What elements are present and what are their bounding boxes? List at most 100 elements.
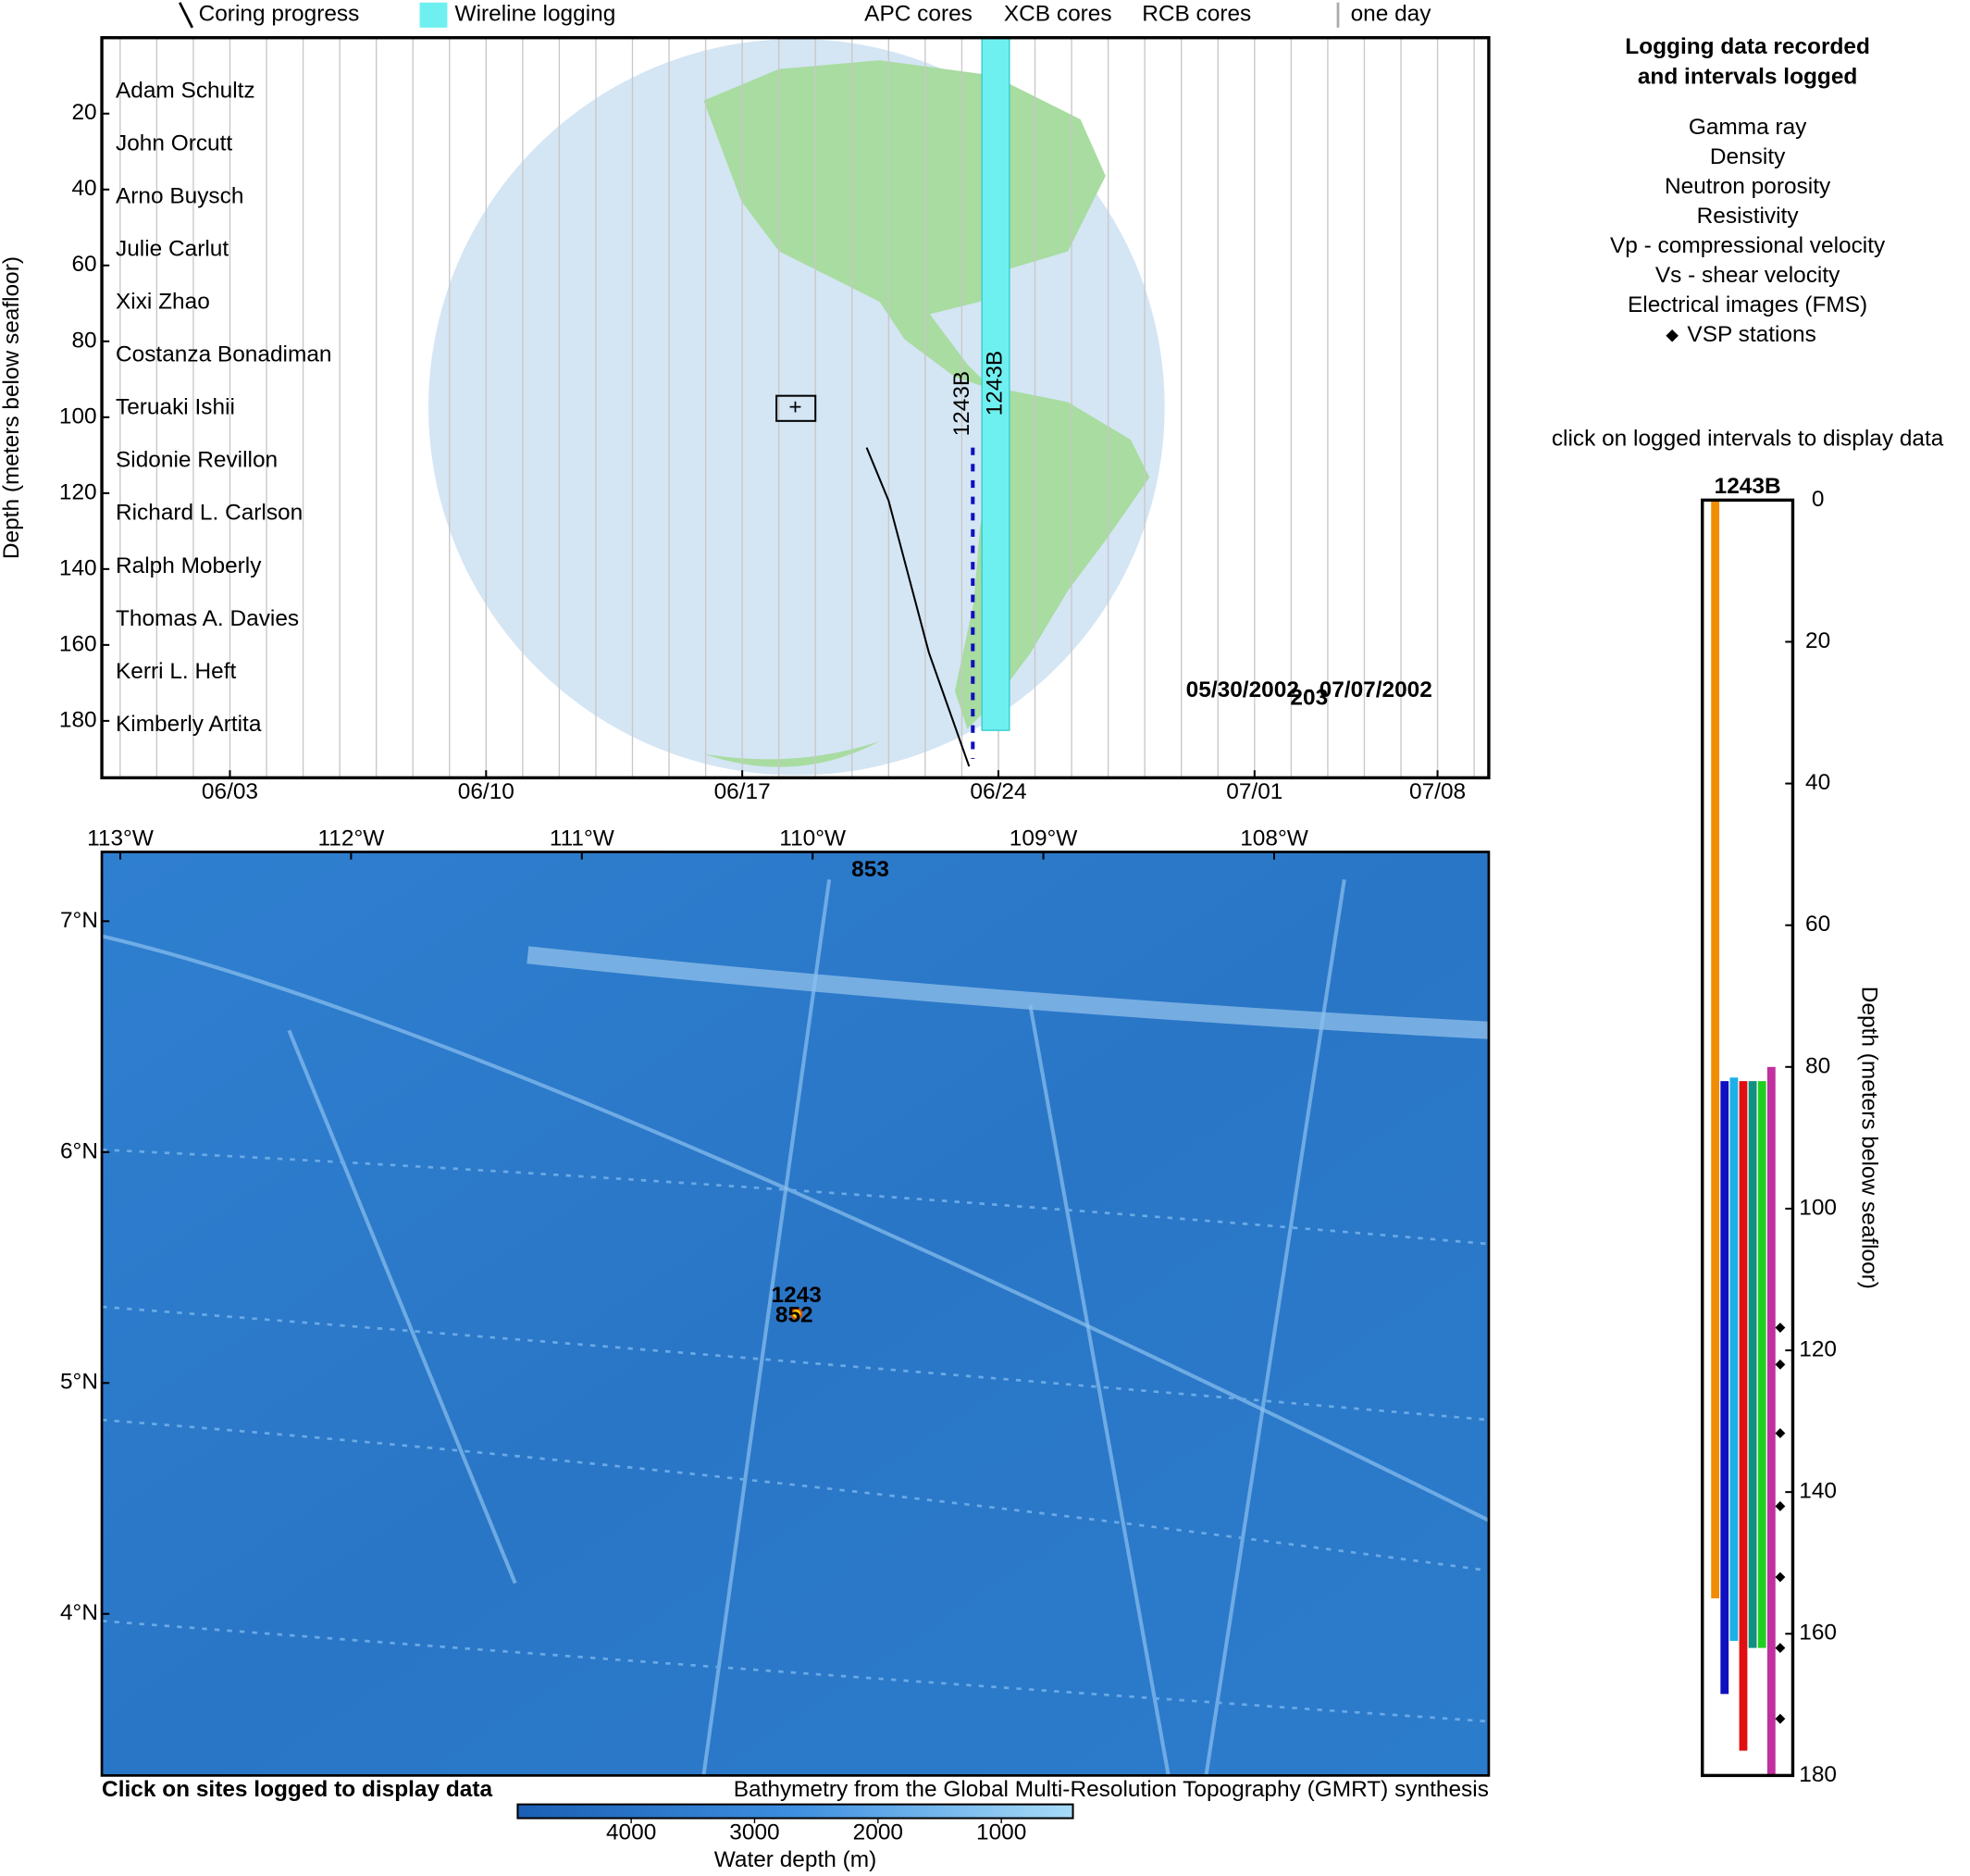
- lat-tick-label: 5°N: [60, 1370, 98, 1395]
- y-tick-label: 100: [59, 404, 97, 429]
- colorbar-tick-label: 2000: [853, 1820, 903, 1845]
- log-y-tick-label: 0: [1812, 487, 1825, 512]
- vsp-station: [1775, 1359, 1786, 1370]
- log-y-tick-label: 60: [1805, 912, 1830, 937]
- log-title: and intervals logged: [1638, 65, 1857, 90]
- colorbar: [516, 1803, 1074, 1820]
- globe-locator-cross: +: [788, 395, 801, 420]
- hole-label: 1243B: [982, 351, 1007, 416]
- log-panel: Logging data recorded and intervals logge…: [1552, 34, 1944, 1787]
- colorbar-tick-label: 3000: [729, 1820, 779, 1845]
- log-y-tick-label: 40: [1805, 770, 1830, 795]
- map-caption-right: Bathymetry from the Global Multi-Resolut…: [734, 1777, 1489, 1802]
- site-label: 852: [775, 1303, 813, 1328]
- log-title: Logging data recorded: [1625, 34, 1870, 59]
- expedition-number: 203: [1290, 685, 1328, 710]
- scientist-name: Kimberly Artita: [116, 712, 262, 737]
- x-tick-label: 06/24: [970, 779, 1026, 804]
- timeline-frame: [100, 36, 1491, 780]
- lon-tick-label: 109°W: [1010, 826, 1078, 851]
- vsp-legend-icon: [1666, 329, 1679, 342]
- log-legend-entry: Density: [1710, 144, 1786, 169]
- legend-coring-icon: [179, 2, 194, 29]
- y-tick-label: 20: [71, 100, 96, 125]
- y-axis-label: Depth (meters below seafloor): [0, 256, 24, 559]
- x-tick-label: 07/01: [1226, 779, 1282, 804]
- y-tick-label: 40: [71, 176, 96, 201]
- scientist-name: Richard L. Carlson: [116, 501, 303, 526]
- log-instruction: click on logged intervals to display dat…: [1552, 427, 1944, 452]
- lon-tick-label: 113°W: [87, 826, 154, 851]
- log-legend-entry: Vs - shear velocity: [1655, 263, 1840, 288]
- site-label: 853: [851, 857, 889, 882]
- x-tick-label: 06/17: [714, 779, 771, 804]
- wireline-interval: [981, 37, 1010, 731]
- legend-coring: Coring progress: [199, 2, 360, 27]
- log-y-tick-label: 160: [1799, 1621, 1837, 1646]
- legend-xcb: XCB cores: [1004, 2, 1112, 27]
- lon-tick-label: 111°W: [550, 826, 614, 851]
- x-tick-label: 06/10: [458, 779, 514, 804]
- scientist-name: John Orcutt: [116, 131, 232, 156]
- coring-progress: [865, 447, 971, 767]
- scientist-name: Costanza Bonadiman: [116, 342, 332, 367]
- log-y-tick-label: 180: [1799, 1762, 1837, 1787]
- x-tick-label: 07/08: [1409, 779, 1466, 804]
- vsp-station: [1775, 1501, 1786, 1511]
- legend-one-day: one day: [1351, 2, 1432, 27]
- logged-interval[interactable]: [1720, 1081, 1729, 1695]
- logged-interval[interactable]: [1766, 1066, 1776, 1776]
- lat-tick-label: 7°N: [60, 908, 98, 933]
- legend-apc: APC cores: [864, 2, 973, 27]
- scientist-name: Adam Schultz: [116, 79, 255, 104]
- log-legend-entry: Gamma ray: [1689, 115, 1807, 140]
- logged-interval[interactable]: [1757, 1081, 1766, 1648]
- legend-wireline: Wireline logging: [455, 2, 616, 27]
- lat-tick-label: 4°N: [60, 1600, 98, 1625]
- legend-rcb: RCB cores: [1142, 2, 1251, 27]
- site-marker[interactable]: [790, 1307, 803, 1320]
- site-label[interactable]: 1243: [772, 1283, 822, 1308]
- scientist-name: Kerri L. Heft: [116, 659, 237, 684]
- log-y-tick-label: 140: [1799, 1479, 1837, 1504]
- scientist-name: Arno Buysch: [116, 184, 243, 209]
- colorbar-label: Water depth (m): [714, 1847, 877, 1872]
- vsp-legend: VSP stations: [1687, 322, 1815, 347]
- legend-wireline-icon: [419, 2, 448, 28]
- log-legend-entry: Vp - compressional velocity: [1610, 233, 1886, 258]
- x-tick-label: 06/03: [202, 779, 258, 804]
- scientist-name: Xixi Zhao: [116, 290, 210, 315]
- colorbar-tick-label: 1000: [976, 1820, 1026, 1845]
- vsp-station: [1775, 1572, 1786, 1583]
- y-tick-label: 180: [59, 707, 97, 732]
- y-tick-label: 80: [71, 328, 96, 353]
- map: 113°W 112°W 111°W 110°W 109°W 108°W 7°N 6°N 5°N 4…: [60, 826, 1491, 1872]
- log-y-tick-label: 100: [1799, 1195, 1837, 1220]
- log-legend-entry: Resistivity: [1697, 204, 1800, 229]
- map-caption-left[interactable]: Click on sites logged to display data: [102, 1777, 492, 1802]
- colorbar-tick-label: 4000: [606, 1820, 656, 1845]
- logged-interval[interactable]: [1711, 500, 1720, 1598]
- log-y-tick-label: 80: [1805, 1053, 1830, 1078]
- logged-interval[interactable]: [1729, 1077, 1739, 1641]
- date-range: 05/30/2002 - 07/07/2002: [1186, 677, 1432, 702]
- globe-locator: [775, 394, 817, 422]
- scientist-name: Teruaki Ishii: [116, 395, 235, 420]
- vsp-station: [1775, 1643, 1786, 1654]
- logged-interval[interactable]: [1739, 1081, 1748, 1751]
- scientist-name: Ralph Moberly: [116, 553, 262, 578]
- log-y-tick-label: 120: [1799, 1336, 1837, 1361]
- vsp-station: [1775, 1428, 1786, 1439]
- y-tick-label: 140: [59, 555, 97, 580]
- log-y-axis-label: Depth (meters below seafloor): [1856, 987, 1881, 1289]
- y-tick-label: 160: [59, 631, 97, 656]
- scientist-name: Julie Carlut: [116, 237, 229, 262]
- log-legend-entry: Electrical images (FMS): [1628, 292, 1867, 317]
- lon-tick-label: 108°W: [1240, 826, 1308, 851]
- logged-interval[interactable]: [1748, 1081, 1757, 1648]
- scientist-name: Thomas A. Davies: [116, 606, 299, 631]
- scientist-name: Sidonie Revillon: [116, 448, 278, 473]
